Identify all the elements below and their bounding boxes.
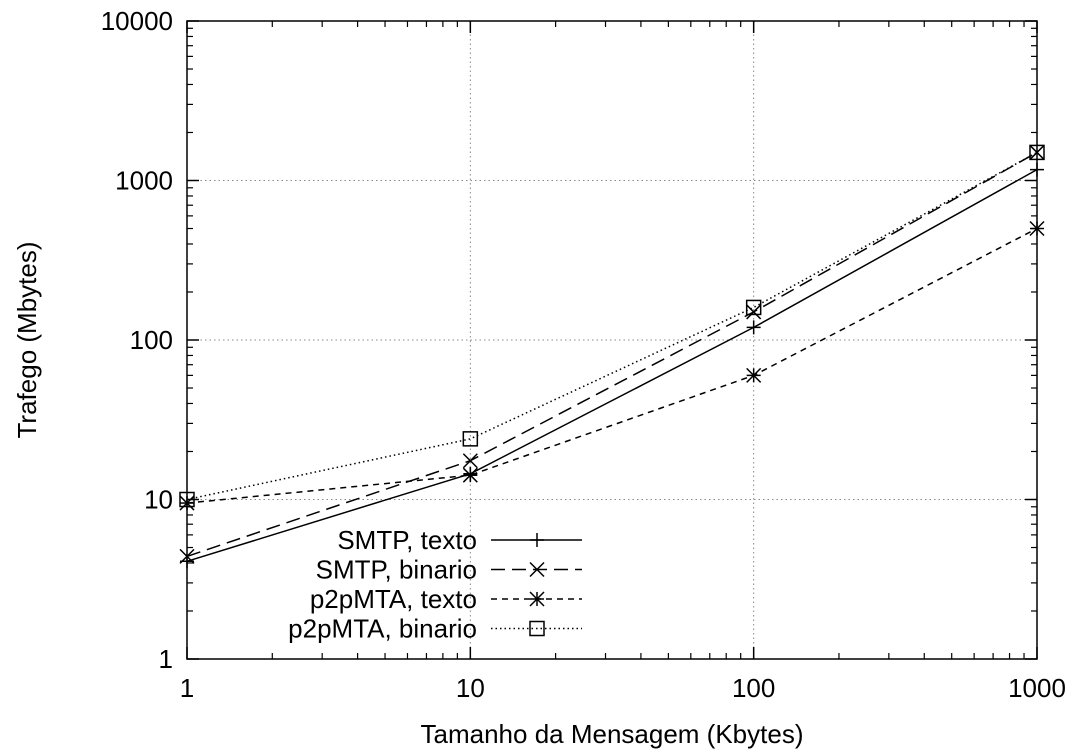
x-tick-label: 1000	[1008, 673, 1066, 703]
legend-label: SMTP, texto	[337, 525, 477, 555]
legend-marker	[530, 533, 544, 547]
legend-marker	[529, 591, 545, 607]
data-point	[746, 320, 761, 335]
y-tick-label: 1000	[115, 166, 173, 196]
y-tick-label: 100	[130, 325, 173, 355]
legend-label: p2pMTA, texto	[310, 584, 477, 614]
series-line	[186, 151, 1038, 558]
y-tick-label: 1	[159, 644, 173, 674]
y-tick-label: 10000	[101, 6, 173, 36]
y-tick-label: 10	[144, 485, 173, 515]
x-tick-label: 100	[732, 673, 775, 703]
legend-entry: p2pMTA, texto	[310, 584, 582, 614]
legend-entry: p2pMTA, binario	[288, 614, 582, 644]
series-2	[179, 144, 1045, 564]
legend-marker	[529, 620, 545, 637]
data-point	[462, 431, 479, 447]
data-point	[745, 299, 762, 316]
legend-label: p2pMTA, binario	[288, 614, 477, 644]
series-4	[179, 144, 1045, 508]
series-line	[186, 151, 1038, 501]
data-point	[746, 367, 762, 383]
grid	[187, 21, 1037, 659]
legend-entry: SMTP, binario	[316, 555, 582, 585]
x-axis-title: Tamanho da Mensagem (Kbytes)	[421, 719, 804, 749]
axis-ticks: 1 10 100 1000 1 10 100 1000 10000	[101, 6, 1066, 703]
series-3	[179, 220, 1045, 511]
data-point	[746, 304, 762, 320]
series-line	[186, 168, 1038, 563]
x-tick-label: 10	[456, 673, 485, 703]
data-point	[462, 453, 478, 469]
series-1	[180, 162, 1044, 569]
series-line	[186, 227, 1038, 504]
y-axis-title: Trafego (Mbytes)	[12, 242, 42, 439]
data-point	[462, 467, 478, 483]
series-layer	[179, 144, 1045, 569]
legend-entry: SMTP, texto	[337, 525, 582, 555]
legend-label: SMTP, binario	[316, 555, 477, 585]
x-tick-label: 1	[180, 673, 194, 703]
legend-marker	[529, 561, 545, 578]
